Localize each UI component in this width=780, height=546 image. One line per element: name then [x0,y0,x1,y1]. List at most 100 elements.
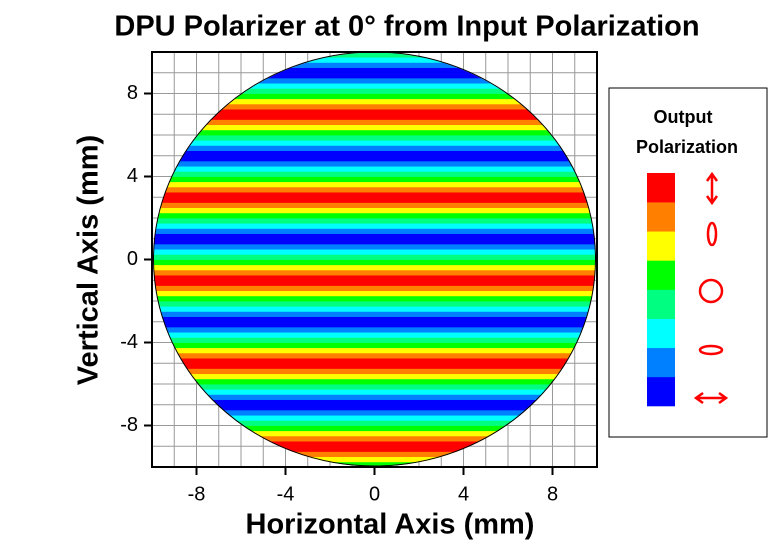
contour-fill [153,52,596,467]
contour-band [153,171,596,177]
contour-band [153,181,596,188]
legend-swatch [647,347,675,378]
contour-band [153,337,596,343]
contour-band [153,368,596,375]
contour-band [153,103,596,110]
contour-band [153,275,596,281]
contour-band [153,57,596,63]
legend-swatch [647,202,675,232]
contour-band [153,420,596,426]
contour-band [153,280,596,286]
contour-band [153,446,596,452]
contour-band [153,176,596,183]
contour-band [153,264,596,271]
y-tick-label: -8 [120,414,138,436]
contour-band [153,124,596,131]
contour-band [153,290,596,297]
contour-band [153,254,596,260]
contour-band [153,461,596,467]
contour-band [153,332,596,338]
contour-band [153,98,596,105]
contour-band [153,67,596,74]
chart-title: DPU Polarizer at 0° from Input Polarizat… [114,11,699,43]
contour-band [153,186,596,193]
contour-band [153,389,596,395]
contour-band [153,93,596,100]
x-tick-label: 0 [369,483,380,505]
contour-band [153,109,596,115]
x-tick-label: -8 [188,483,206,505]
contour-band [153,295,596,302]
contour-band [153,129,596,136]
contour-band [153,140,596,146]
legend-swatch [647,231,675,261]
contour-band [153,62,596,68]
contour-band [153,347,596,354]
contour-band [153,425,596,432]
contour-band [153,83,596,89]
contour-band [153,352,596,359]
legend: Output Polarization [608,87,768,438]
contour-band [153,378,596,385]
legend-box [608,87,768,438]
contour-band [153,394,596,400]
x-tick-label: -4 [277,483,295,505]
contour-band [153,77,596,84]
contour-band [153,145,596,151]
y-tick-label: 4 [127,165,138,187]
legend-title: Polarization [636,137,738,157]
contour-band [153,160,596,167]
plot-area: -8 -4 0 4 8 -8 -4 0 4 8 [120,51,598,505]
contour-band [153,316,596,323]
contour-band [153,114,596,120]
contour-band [153,207,596,214]
contour-band [153,52,596,58]
contour-band [153,415,596,421]
legend-swatch [647,173,675,203]
contour-band [153,456,596,463]
contour-band [153,399,596,406]
contour-band [153,326,596,333]
contour-band [153,363,596,369]
contour-band [153,451,596,458]
contour-band [153,404,596,411]
contour-band [153,155,596,162]
contour-band [153,285,596,292]
contour-band [153,223,596,229]
contour-band [153,197,596,203]
contour-band [153,358,596,364]
contour-band [153,342,596,349]
y-tick-label: -4 [120,331,138,353]
legend-swatch [647,260,675,290]
y-tick-label: 0 [127,248,138,270]
contour-band [153,243,596,250]
contour-band [153,238,596,245]
legend-swatch [647,376,675,407]
x-axis-label: Horizontal Axis (mm) [246,509,535,541]
contour-band [153,301,596,307]
legend-icons [693,171,729,405]
contour-band [153,166,596,172]
x-tick-label: 4 [458,483,469,505]
contour-band [153,409,596,416]
contour-band [153,384,596,390]
contour-band [153,72,596,79]
y-tick-label: 8 [127,82,138,104]
contour-band [153,119,596,126]
contour-band [153,373,596,380]
contour-band [153,150,596,157]
contour-band [153,321,596,328]
contour-band [153,249,596,255]
contour-band [153,311,596,317]
legend-swatch [647,289,675,319]
legend-title: Output [654,107,713,127]
contour-band [153,135,596,141]
contour-band [153,441,596,447]
contour-band [153,212,596,219]
contour-band [153,233,596,240]
contour-band [153,269,596,276]
contour-band [153,202,596,209]
contour-band [153,192,596,198]
contour-band [153,259,596,266]
